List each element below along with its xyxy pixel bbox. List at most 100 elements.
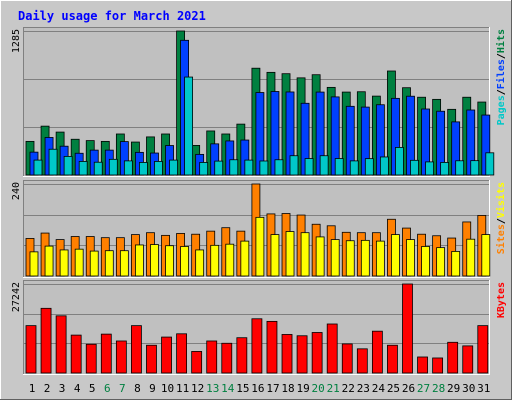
bar-sites bbox=[29, 251, 39, 277]
legend-entry-pages: Pages bbox=[496, 95, 507, 125]
x-tick-label: 6 bbox=[104, 382, 111, 395]
chart-title: Daily usage for March 2021 bbox=[18, 9, 206, 23]
x-tick-label: 8 bbox=[134, 382, 141, 395]
bar-sites bbox=[165, 245, 174, 277]
legend-text: KBytes bbox=[496, 282, 507, 318]
bar-kbytes bbox=[100, 333, 112, 374]
x-tick-label: 16 bbox=[251, 382, 264, 395]
bar-sites bbox=[481, 234, 491, 277]
bar-pages bbox=[48, 148, 58, 176]
bar-pages bbox=[33, 159, 43, 176]
x-tick-label: 19 bbox=[296, 382, 309, 395]
bar-kbytes bbox=[371, 330, 383, 374]
x-tick-label: 21 bbox=[327, 382, 340, 395]
bar-sites bbox=[44, 245, 54, 277]
bar-sites bbox=[195, 249, 205, 277]
bar-kbytes bbox=[402, 283, 413, 374]
bar-sites bbox=[375, 240, 385, 277]
bar-kbytes bbox=[417, 356, 428, 374]
panel-legend: KBytes bbox=[496, 282, 507, 318]
y-max-label: 1285 bbox=[11, 29, 22, 53]
bar-kbytes bbox=[40, 307, 52, 374]
x-tick-label: 3 bbox=[59, 382, 66, 395]
x-tick-label: 9 bbox=[149, 382, 156, 395]
bar-kbytes bbox=[236, 337, 248, 374]
bar-kbytes bbox=[146, 344, 157, 374]
bar-pages bbox=[244, 159, 254, 176]
bar-sites bbox=[300, 232, 310, 277]
y-max-label: 27242 bbox=[11, 282, 22, 312]
bar-kbytes bbox=[341, 343, 353, 374]
x-tick-label: 25 bbox=[387, 382, 400, 395]
bar-pages bbox=[319, 155, 329, 176]
bar-sites bbox=[119, 250, 129, 277]
bar-kbytes bbox=[311, 332, 323, 374]
bar-pages bbox=[455, 160, 465, 176]
bar-pages bbox=[289, 155, 299, 176]
bar-pages bbox=[78, 161, 88, 176]
bar-pages bbox=[139, 162, 148, 176]
bar-kbytes bbox=[206, 340, 218, 374]
bar-kbytes bbox=[326, 323, 338, 374]
bar-kbytes bbox=[281, 334, 293, 374]
bar-pages bbox=[440, 162, 450, 176]
bar-kbytes bbox=[432, 357, 444, 374]
legend-entry-visits: Visits bbox=[495, 182, 507, 218]
legend-entry-files: Files bbox=[495, 59, 507, 89]
bar-kbytes bbox=[356, 348, 368, 374]
bar-kbytes bbox=[447, 341, 459, 374]
bar-pages bbox=[425, 161, 434, 176]
bar-kbytes bbox=[387, 344, 398, 374]
legend-separator: / bbox=[496, 53, 507, 59]
x-tick-label: 28 bbox=[432, 382, 445, 395]
bar-sites bbox=[345, 240, 355, 277]
bar-pages bbox=[259, 160, 269, 176]
bar-sites bbox=[255, 216, 265, 277]
bar-sites bbox=[421, 246, 430, 277]
panel-visits: 240 Sites/Visits bbox=[11, 180, 507, 278]
bar-kbytes bbox=[462, 345, 474, 374]
bar-pages bbox=[364, 158, 374, 176]
bar-kbytes bbox=[296, 335, 308, 374]
bar-pages bbox=[470, 160, 480, 176]
bar-kbytes bbox=[191, 351, 203, 374]
bar-sites bbox=[135, 244, 144, 277]
bar-kbytes bbox=[25, 325, 37, 374]
bar-pages bbox=[395, 147, 404, 176]
bar-pages bbox=[108, 158, 118, 176]
x-tick-label: 4 bbox=[74, 382, 81, 395]
bar-pages bbox=[214, 160, 224, 176]
bar-pages bbox=[184, 76, 194, 176]
bar-pages bbox=[410, 159, 419, 176]
bar-sites bbox=[104, 250, 114, 277]
x-tick-label: 5 bbox=[89, 382, 96, 395]
legend-text: Pages/Files/Hits bbox=[495, 29, 507, 125]
bar-sites bbox=[74, 248, 84, 277]
legend-entry-hits: Hits bbox=[495, 29, 507, 53]
bar-sites bbox=[180, 246, 190, 277]
series-kbytes bbox=[25, 283, 489, 374]
bar-kbytes bbox=[477, 325, 489, 374]
bar-pages bbox=[485, 152, 495, 176]
legend-entry-kbytes: KBytes bbox=[496, 282, 507, 318]
legend-separator: / bbox=[496, 89, 507, 95]
x-tick-label: 24 bbox=[372, 382, 386, 395]
legend-text: Sites/Visits bbox=[495, 182, 507, 254]
bar-sites bbox=[210, 244, 220, 277]
x-tick-label: 23 bbox=[357, 382, 370, 395]
bar-sites bbox=[315, 236, 325, 277]
bar-sites bbox=[240, 240, 250, 277]
bar-pages bbox=[123, 160, 133, 176]
x-tick-label: 7 bbox=[119, 382, 126, 395]
bar-pages bbox=[349, 160, 359, 176]
bar-pages bbox=[63, 155, 73, 176]
bar-pages bbox=[199, 162, 209, 176]
bar-sites bbox=[89, 250, 99, 277]
x-tick-label: 18 bbox=[281, 382, 294, 395]
panel-legend: Sites/Visits bbox=[495, 182, 507, 254]
series-pages bbox=[33, 76, 495, 176]
x-tick-label: 20 bbox=[312, 382, 325, 395]
